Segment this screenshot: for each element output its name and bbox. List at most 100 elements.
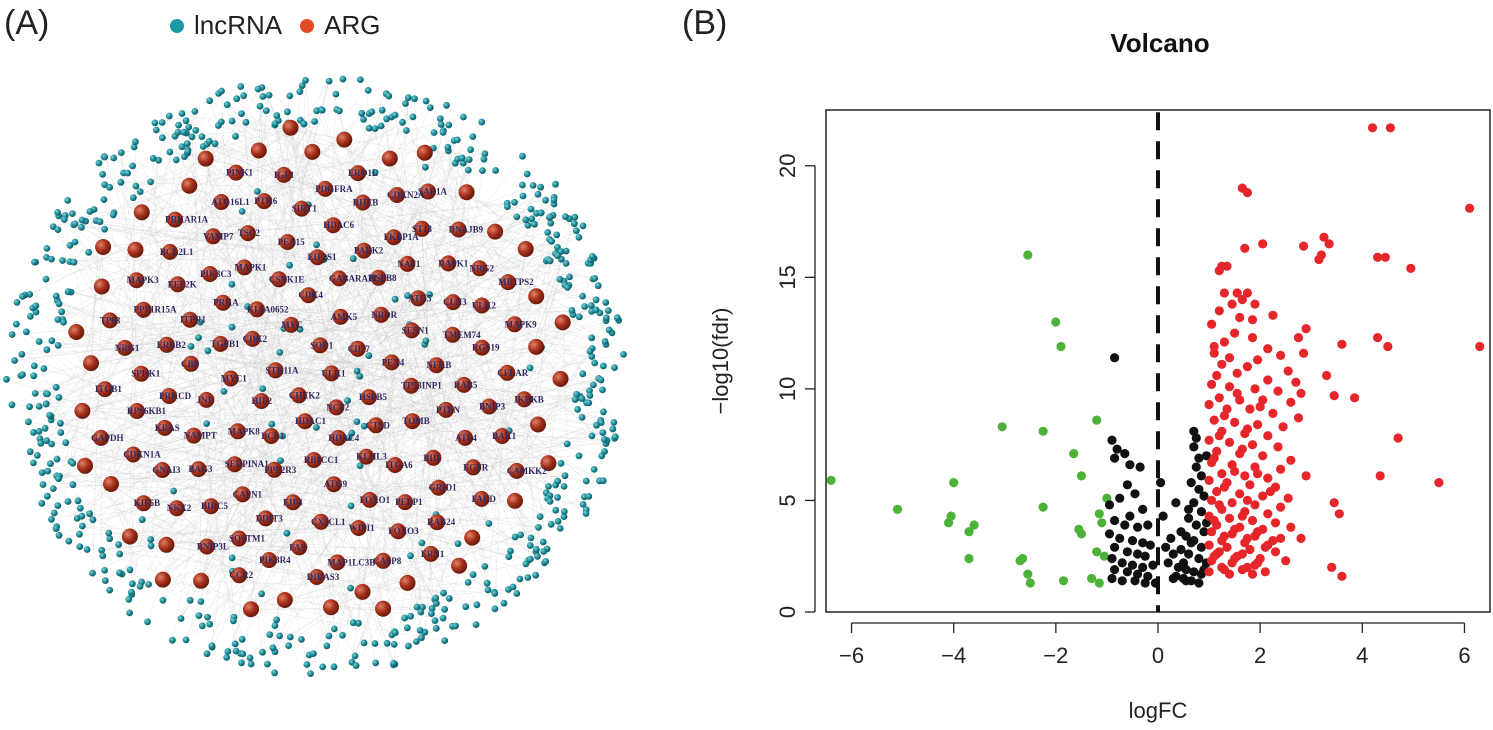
lncrna-node (55, 394, 63, 401)
lncrna-node (239, 650, 247, 658)
point-not-significant (1186, 576, 1196, 586)
point-not-significant (1138, 538, 1148, 548)
lncrna-node (590, 466, 598, 473)
network-edge (452, 334, 510, 431)
lncrna-node (586, 392, 594, 399)
arg-node-label: GNAI3 (152, 465, 181, 475)
lncrna-node (519, 152, 526, 160)
point-up (1250, 500, 1260, 510)
arg-node-labels: ULK1 CHEK2 SOD1 NCF2 STK11A CD77 HDAC1 MYC HSPB5… (91, 168, 547, 582)
arg-node-label: CSNK1E (269, 274, 305, 284)
lncrna-node (182, 117, 190, 125)
network-edge (82, 399, 525, 527)
lncrna-node (417, 608, 425, 616)
lncrna-node (469, 133, 477, 140)
network-edge (100, 437, 102, 551)
lncrna-node (101, 567, 108, 574)
point-up (1204, 399, 1214, 410)
lncrna-node (422, 163, 429, 171)
point-down (1092, 415, 1102, 425)
network-edge (369, 428, 613, 501)
lncrna-node (46, 411, 53, 419)
lncrna-node (517, 531, 524, 539)
lncrna-node (286, 261, 293, 269)
lncrna-node (57, 429, 65, 436)
network-edge (56, 475, 164, 580)
lncrna-node (537, 183, 544, 191)
point-up (1219, 411, 1229, 421)
arg-node-label: ERBB2 (157, 340, 187, 350)
network-edge (99, 221, 517, 472)
network-edge (481, 223, 575, 499)
lncrna-node (129, 194, 137, 202)
lncrna-node (325, 632, 333, 640)
arg-node-label: EGFR (463, 462, 489, 472)
network-edge (187, 151, 276, 371)
point-up (1299, 241, 1309, 251)
data-points (826, 123, 1485, 588)
lncrna-node (519, 181, 526, 189)
lncrna-node (204, 347, 212, 355)
arg-node-label: NKX2 (167, 503, 192, 513)
lncrna-node (528, 215, 536, 223)
arg-node (182, 311, 198, 328)
network-edge (62, 319, 92, 364)
lncrna-node (147, 536, 155, 543)
point-up (1293, 413, 1304, 423)
arg-node (336, 131, 353, 148)
lncrna-node (54, 316, 62, 323)
arg-node (425, 449, 442, 466)
arg-node (414, 220, 430, 237)
point-up (1219, 531, 1229, 541)
arg-node-label: TGFB1 (211, 339, 241, 349)
point-up (1299, 348, 1309, 358)
lncrna-node (602, 314, 610, 322)
lncrna-node (147, 178, 155, 186)
network-edge (209, 109, 322, 275)
lncrna-node (180, 128, 188, 136)
arg-node (305, 452, 322, 468)
lncrna-node (130, 143, 138, 151)
point-not-significant (1189, 536, 1199, 546)
arg-node-label: RPS6KB1 (127, 406, 167, 416)
series-up (1204, 123, 1485, 581)
lncrna-node (18, 350, 26, 358)
lncrna-node (117, 149, 125, 156)
arg-node-label: NCF2 (326, 402, 349, 412)
lncrna-node (586, 348, 594, 355)
lncrna-node (98, 546, 105, 554)
network-edge (355, 522, 438, 666)
network-edge (141, 257, 318, 583)
network-edge (514, 259, 562, 501)
lncrna-node (504, 203, 511, 211)
arg-node-label: SAR1A (418, 187, 448, 197)
network-edge (162, 579, 359, 624)
network-edge (238, 425, 597, 539)
arg-node-label: STK11A (266, 365, 300, 375)
lncrna-node (371, 168, 379, 176)
arg-node (267, 362, 284, 379)
lncrna-node (582, 477, 590, 485)
network-edge (407, 263, 459, 544)
arg-node-label: NRG2 (470, 263, 495, 273)
lncrna-node (439, 614, 447, 622)
series-not-significant (1104, 353, 1212, 588)
lncrna-node (44, 467, 52, 475)
network-edge (388, 95, 526, 250)
point-up (1293, 333, 1304, 343)
lncrna-node (54, 342, 62, 349)
network-edge (121, 152, 412, 331)
lncrna-node (432, 624, 440, 632)
arg-node-label: MAPK9 (505, 319, 537, 329)
arg-node (213, 194, 230, 210)
lncrna-node (527, 534, 535, 542)
lncrna-node (41, 424, 49, 432)
network-edge (53, 226, 111, 321)
lncrna-node (611, 364, 618, 371)
network-edge (6, 379, 275, 470)
arg-node-label: RGS19 (472, 343, 500, 353)
panel-a-label: (A) (4, 4, 50, 42)
arg-node-label: CHEK2 (289, 390, 321, 400)
lncrna-node (426, 291, 433, 298)
point-up (1337, 339, 1347, 349)
